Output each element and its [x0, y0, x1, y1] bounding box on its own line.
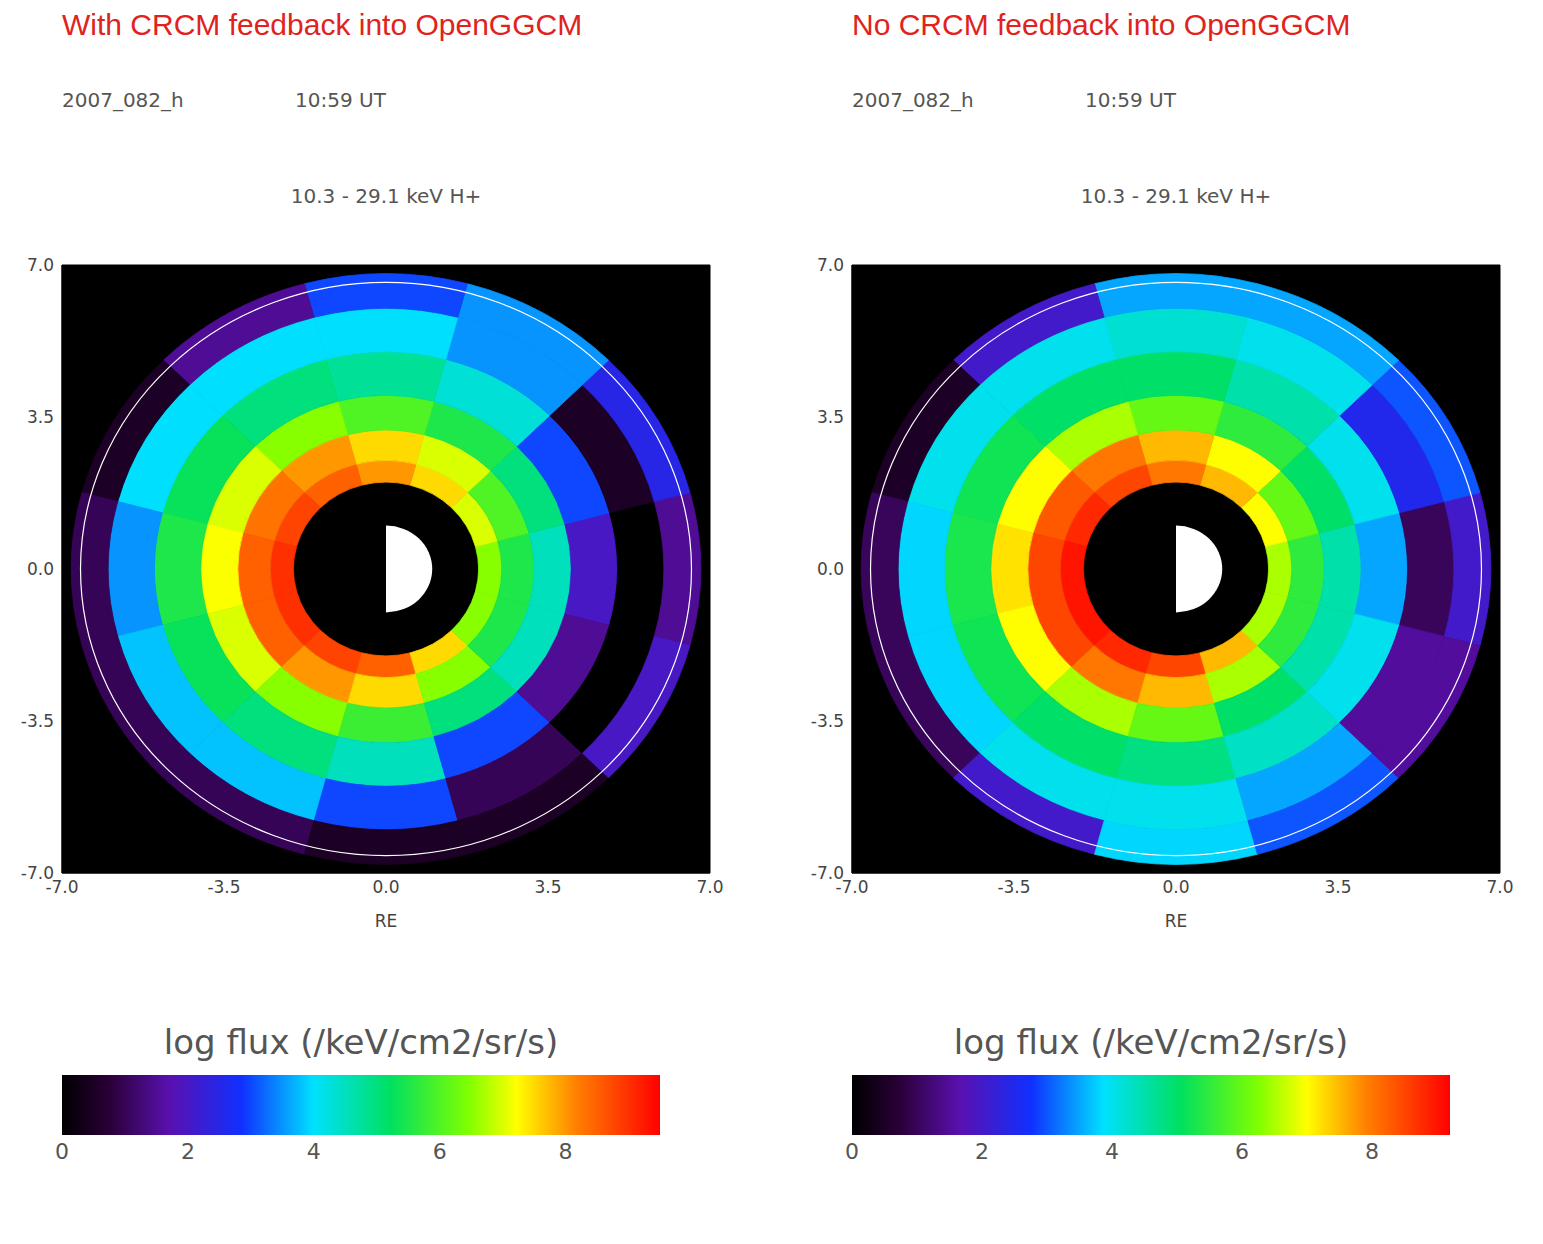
svg-text:0.0: 0.0 [372, 877, 399, 897]
html-text:10.3 - 29.1 keV H+: 10.3 - 29.1 keV H+ [1080, 184, 1272, 208]
svg-text:3.5: 3.5 [817, 407, 844, 427]
svg-text:4: 4 [307, 1139, 321, 1164]
html-text:With CRCM feedback into OpenGG: With CRCM feedback into OpenGGCM [62, 8, 583, 41]
svg-text:2: 2 [975, 1139, 989, 1164]
svg-text:-7.0: -7.0 [21, 863, 54, 883]
html-text:10.3 - 29.1 keV H+: 10.3 - 29.1 keV H+ [290, 184, 482, 208]
html-text:2007_082_h: 2007_082_h [62, 88, 184, 112]
html-text:log flux (/keV/cm2/sr/s): log flux (/keV/cm2/sr/s) [953, 1022, 1349, 1062]
html-text:No CRCM feedback into OpenGGCM: No CRCM feedback into OpenGGCM [852, 8, 1351, 41]
svg-text:3.5: 3.5 [27, 407, 54, 427]
svg-text:8: 8 [1365, 1139, 1379, 1164]
html-text:log flux (/keV/cm2/sr/s): log flux (/keV/cm2/sr/s) [163, 1022, 559, 1062]
svg-text:7.0: 7.0 [27, 255, 54, 275]
svg-text:0.0: 0.0 [1162, 877, 1189, 897]
svg-text:-7.0: -7.0 [811, 863, 844, 883]
svg-text:3.5: 3.5 [534, 877, 561, 897]
svg-text:0.0: 0.0 [27, 559, 54, 579]
svg-text:2: 2 [181, 1139, 195, 1164]
svg-text:6: 6 [433, 1139, 447, 1164]
svg-text:0: 0 [845, 1139, 859, 1164]
svg-text:-7.0: -7.0 [835, 877, 869, 898]
svg-text:RE: RE [1165, 911, 1188, 931]
svg-text:7.0: 7.0 [696, 877, 723, 897]
svg-text:7.0: 7.0 [817, 255, 844, 275]
svg-text:RE: RE [375, 911, 398, 931]
svg-text:-3.5: -3.5 [21, 711, 54, 731]
svg-text:-3.5: -3.5 [811, 711, 844, 731]
html-text:10:59 UT: 10:59 UT [1085, 88, 1176, 112]
svg-text:4: 4 [1105, 1139, 1119, 1164]
svg-text:-3.5: -3.5 [997, 877, 1030, 897]
svg-text:8: 8 [559, 1139, 573, 1164]
svg-text:6: 6 [1235, 1139, 1249, 1164]
svg-text:-7.0: -7.0 [45, 877, 79, 898]
svg-text:0: 0 [55, 1139, 69, 1164]
html-text:10:59 UT: 10:59 UT [295, 88, 386, 112]
svg-text:7.0: 7.0 [1486, 877, 1513, 897]
svg-text:-3.5: -3.5 [207, 877, 240, 897]
svg-text:3.5: 3.5 [1324, 877, 1351, 897]
svg-text:0.0: 0.0 [817, 559, 844, 579]
html-text:2007_082_h: 2007_082_h [852, 88, 974, 112]
